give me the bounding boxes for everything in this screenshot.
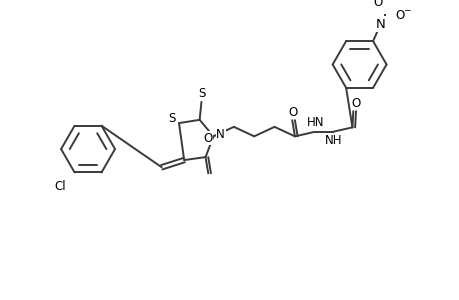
Text: N: N <box>216 128 224 141</box>
Text: S: S <box>198 87 206 100</box>
Text: N: N <box>375 19 384 32</box>
Text: O: O <box>288 106 297 118</box>
Text: HN: HN <box>306 116 324 129</box>
Text: O: O <box>351 97 360 110</box>
Text: O: O <box>372 0 381 9</box>
Text: Cl: Cl <box>55 180 67 193</box>
Text: •: • <box>382 13 386 19</box>
Text: O: O <box>395 9 404 22</box>
Text: O: O <box>203 132 213 145</box>
Text: S: S <box>168 112 175 125</box>
Text: −: − <box>402 5 409 14</box>
Text: NH: NH <box>324 134 341 147</box>
